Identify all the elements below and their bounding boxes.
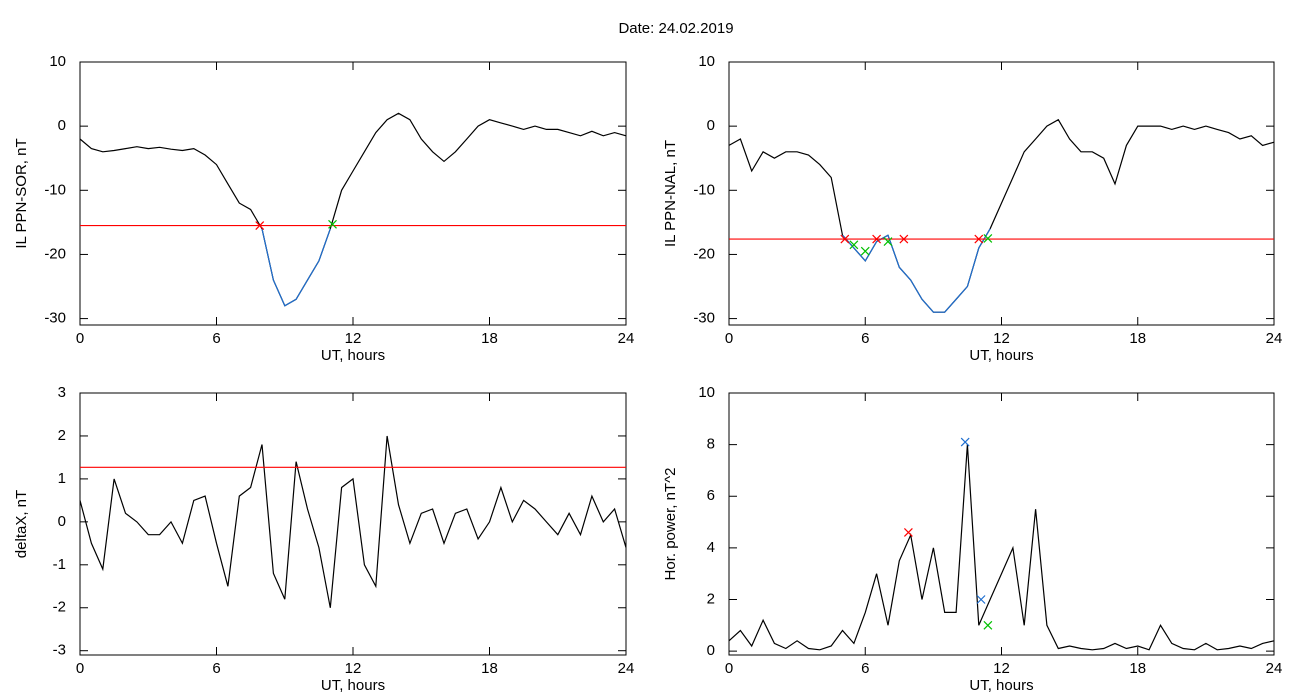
x-tick-label: 18 bbox=[481, 660, 498, 677]
x-tick-label: 6 bbox=[861, 660, 869, 677]
y-tick-label: 0 bbox=[58, 513, 66, 530]
y-tick-label: 0 bbox=[707, 117, 715, 134]
x-axis-label: UT, hours bbox=[321, 677, 385, 694]
marker bbox=[983, 620, 993, 630]
y-tick-label: 10 bbox=[698, 53, 715, 70]
x-tick-label: 0 bbox=[76, 660, 84, 677]
x-tick-label: 18 bbox=[1129, 330, 1146, 347]
x-tick-label: 24 bbox=[618, 660, 635, 677]
plot-frame bbox=[728, 61, 1275, 326]
y-axis-label: Hor. power, nT^2 bbox=[662, 468, 679, 581]
y-tick-label: 3 bbox=[58, 384, 66, 401]
x-axis-label: UT, hours bbox=[969, 347, 1033, 364]
y-tick-label: -1 bbox=[53, 556, 66, 573]
marker bbox=[976, 595, 986, 604]
marker bbox=[840, 234, 850, 244]
x-tick-label: 6 bbox=[212, 330, 220, 347]
figure-title: Date: 24.02.2019 bbox=[618, 20, 733, 37]
x-tick-label: 6 bbox=[212, 660, 220, 677]
data-line bbox=[728, 118, 1275, 313]
x-axis-label: UT, hours bbox=[321, 347, 385, 364]
y-tick-label: 2 bbox=[58, 427, 66, 444]
marker bbox=[255, 221, 265, 230]
x-tick-label: 0 bbox=[725, 330, 733, 347]
x-tick-label: 12 bbox=[345, 330, 362, 347]
x-tick-label: 12 bbox=[993, 660, 1010, 677]
data-line bbox=[79, 435, 627, 608]
marker bbox=[849, 240, 859, 250]
marker bbox=[974, 234, 984, 244]
x-tick-label: 0 bbox=[725, 660, 733, 677]
x-tick-label: 12 bbox=[993, 330, 1010, 347]
y-tick-label: -20 bbox=[693, 245, 715, 262]
y-tick-label: -2 bbox=[53, 599, 66, 616]
y-tick-label: -10 bbox=[44, 181, 66, 198]
marker bbox=[903, 527, 913, 537]
x-tick-label: 6 bbox=[861, 330, 869, 347]
x-tick-label: 24 bbox=[1266, 660, 1283, 677]
data-line bbox=[79, 112, 627, 307]
y-tick-label: -10 bbox=[693, 181, 715, 198]
x-tick-label: 24 bbox=[618, 330, 635, 347]
marker bbox=[983, 233, 993, 243]
y-tick-label: 0 bbox=[707, 642, 715, 659]
x-tick-label: 12 bbox=[345, 660, 362, 677]
data-line bbox=[842, 228, 991, 313]
marker bbox=[883, 237, 893, 247]
y-tick-label: 4 bbox=[707, 539, 715, 556]
data-line bbox=[728, 444, 1275, 651]
y-tick-label: 0 bbox=[58, 117, 66, 134]
x-axis-label: UT, hours bbox=[969, 677, 1033, 694]
y-tick-label: 10 bbox=[698, 384, 715, 401]
y-axis-label: IL PPN-SOR, nT bbox=[13, 138, 30, 248]
y-tick-label: 8 bbox=[707, 436, 715, 453]
y-tick-label: -30 bbox=[44, 310, 66, 327]
y-axis-label: IL PPN-NAL, nT bbox=[662, 140, 679, 247]
plot-frame bbox=[728, 392, 1275, 656]
data-line bbox=[261, 228, 331, 307]
y-tick-label: -3 bbox=[53, 642, 66, 659]
marker bbox=[899, 234, 909, 244]
marker bbox=[860, 246, 870, 256]
x-tick-label: 0 bbox=[76, 330, 84, 347]
y-tick-label: 6 bbox=[707, 487, 715, 504]
plot-frame bbox=[79, 392, 627, 656]
y-tick-label: 2 bbox=[707, 590, 715, 607]
x-tick-label: 18 bbox=[1129, 660, 1146, 677]
marker bbox=[960, 437, 970, 447]
marker bbox=[872, 234, 882, 244]
marker bbox=[328, 219, 337, 229]
x-tick-label: 18 bbox=[481, 330, 498, 347]
y-tick-label: -30 bbox=[693, 310, 715, 327]
y-axis-label: deltaX, nT bbox=[13, 490, 30, 558]
y-tick-label: -20 bbox=[44, 245, 66, 262]
x-tick-label: 24 bbox=[1266, 330, 1283, 347]
y-tick-label: 10 bbox=[49, 53, 66, 70]
y-tick-label: 1 bbox=[58, 470, 66, 487]
plot-frame bbox=[79, 61, 627, 326]
